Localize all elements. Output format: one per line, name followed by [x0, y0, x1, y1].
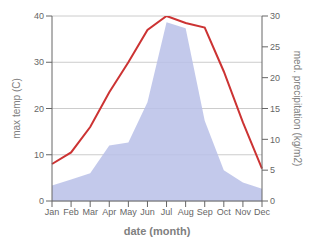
svg-text:0: 0 — [39, 196, 44, 206]
svg-text:Oct: Oct — [217, 207, 232, 217]
svg-text:10: 10 — [34, 150, 44, 160]
svg-text:30: 30 — [270, 11, 280, 21]
svg-text:Mar: Mar — [82, 207, 98, 217]
svg-text:Feb: Feb — [63, 207, 79, 217]
svg-text:date (month): date (month) — [124, 225, 191, 237]
svg-text:10: 10 — [270, 135, 280, 145]
svg-text:40: 40 — [34, 11, 44, 21]
svg-text:May: May — [120, 207, 138, 217]
svg-text:15: 15 — [270, 104, 280, 114]
svg-text:Jun: Jun — [140, 207, 155, 217]
svg-text:20: 20 — [270, 73, 280, 83]
svg-text:0: 0 — [270, 196, 275, 206]
svg-text:25: 25 — [270, 42, 280, 52]
svg-text:Sep: Sep — [197, 207, 213, 217]
svg-text:med. precipitation (kg/m2): med. precipitation (kg/m2) — [292, 51, 303, 167]
svg-text:Jul: Jul — [161, 207, 173, 217]
svg-text:Nov: Nov — [235, 207, 252, 217]
svg-text:Jan: Jan — [45, 207, 60, 217]
svg-text:Dec: Dec — [254, 207, 271, 217]
svg-text:max temp (C): max temp (C) — [11, 78, 22, 139]
svg-text:30: 30 — [34, 57, 44, 67]
svg-text:Aug: Aug — [178, 207, 194, 217]
svg-text:Apr: Apr — [102, 207, 116, 217]
svg-text:20: 20 — [34, 104, 44, 114]
svg-text:5: 5 — [270, 165, 275, 175]
